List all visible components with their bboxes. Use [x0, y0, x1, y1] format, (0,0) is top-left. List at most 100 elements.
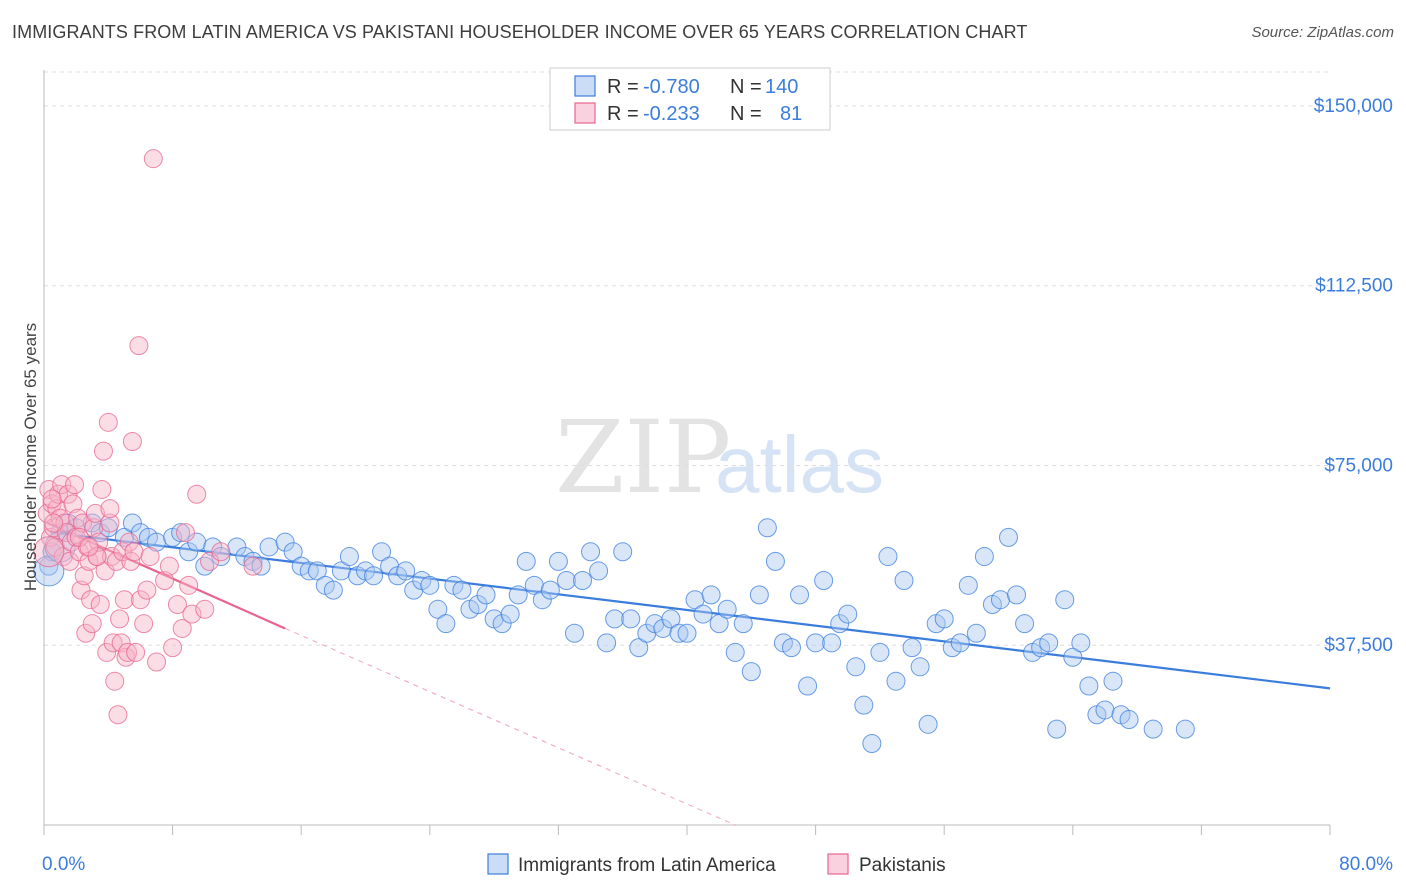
point-pakistani	[57, 523, 77, 543]
point-latin-america	[846, 657, 866, 677]
legend-r-value-1: -0.780	[643, 76, 700, 98]
point-pakistani	[82, 614, 102, 634]
point-latin-america	[532, 590, 552, 610]
point-latin-america	[822, 633, 842, 653]
point-pakistani	[87, 547, 107, 567]
point-latin-america	[1047, 719, 1067, 739]
point-latin-america-large	[33, 555, 65, 587]
legend-r-label-1: R =	[607, 76, 639, 98]
point-latin-america	[966, 623, 986, 643]
x-tick-label-min: 0.0%	[42, 854, 85, 875]
point-latin-america	[693, 604, 713, 624]
point-latin-america	[468, 594, 488, 614]
point-pakistani	[79, 537, 99, 557]
point-latin-america	[476, 585, 496, 605]
point-latin-america	[171, 523, 191, 543]
point-latin-america	[661, 609, 681, 629]
point-pakistani	[187, 484, 207, 504]
point-latin-america	[677, 623, 697, 643]
point-latin-america	[934, 609, 954, 629]
point-latin-america	[902, 638, 922, 658]
point-latin-america	[564, 623, 584, 643]
stats-legend: R = -0.780 N = 140 R = -0.233 N = 81	[549, 67, 831, 131]
point-latin-america	[1095, 700, 1115, 720]
point-pakistani	[172, 618, 192, 638]
point-pakistani	[44, 513, 64, 533]
chart-title: IMMIGRANTS FROM LATIN AMERICA VS PAKISTA…	[12, 22, 1028, 42]
bottom-legend-label-1: Immigrants from Latin America	[518, 855, 776, 876]
legend-n-value-1: 140	[765, 76, 798, 98]
point-pakistani	[167, 594, 187, 614]
point-latin-america	[870, 642, 890, 662]
point-pakistani	[143, 149, 163, 169]
point-latin-america	[669, 623, 689, 643]
point-pakistani	[130, 590, 150, 610]
bottom-legend-swatch-pink	[827, 853, 849, 875]
point-latin-america	[283, 542, 303, 562]
legend-r-value-2: -0.233	[643, 103, 700, 125]
point-latin-america	[548, 551, 568, 571]
point-latin-america	[259, 537, 279, 557]
point-pakistani	[97, 642, 117, 662]
point-latin-america	[452, 580, 472, 600]
point-latin-america	[307, 561, 327, 581]
bottom-legend-label-2: Pakistanis	[859, 855, 946, 876]
point-latin-america	[299, 561, 319, 581]
point-pakistani	[105, 671, 125, 691]
point-pakistani	[182, 604, 202, 624]
point-pakistani	[69, 527, 89, 547]
point-pakistani	[155, 571, 175, 591]
point-pakistani	[175, 523, 195, 543]
point-latin-america	[540, 580, 560, 600]
point-latin-america	[717, 599, 737, 619]
point-pakistani	[98, 412, 118, 432]
point-pakistani	[73, 513, 93, 533]
series-legend: Immigrants from Latin America Pakistanis	[487, 853, 946, 876]
point-latin-america	[765, 551, 785, 571]
point-pakistani	[76, 623, 96, 643]
trend-layer	[46, 521, 1331, 826]
point-latin-america	[251, 556, 271, 576]
point-latin-america	[830, 614, 850, 634]
legend-n-value-2: 81	[780, 103, 802, 125]
point-latin-america	[1015, 614, 1035, 634]
point-latin-america	[741, 662, 761, 682]
point-latin-america	[709, 614, 729, 634]
point-pakistani	[140, 547, 160, 567]
point-latin-america	[597, 633, 617, 653]
point-pakistani	[92, 479, 112, 499]
point-latin-america	[701, 585, 721, 605]
point-latin-america	[1071, 633, 1091, 653]
legend-r-label-2: R =	[607, 103, 639, 125]
legend-n-label-1: N =	[730, 76, 762, 98]
point-latin-america	[420, 575, 440, 595]
point-pakistani	[81, 590, 101, 610]
y-tick-label: $112,500	[1315, 276, 1393, 297]
point-pakistani	[211, 542, 231, 562]
point-latin-america	[1039, 633, 1059, 653]
point-latin-america	[573, 571, 593, 591]
point-latin-america	[500, 604, 520, 624]
point-latin-america	[1079, 676, 1099, 696]
point-latin-america	[581, 542, 601, 562]
point-pakistani	[126, 642, 146, 662]
point-pakistani	[85, 503, 105, 523]
point-latin-america	[990, 590, 1010, 610]
point-latin-america	[790, 585, 810, 605]
trendline-pakistani	[46, 521, 286, 630]
point-latin-america	[364, 566, 384, 586]
watermark: ZIP atlas	[555, 399, 884, 516]
point-pakistani	[195, 599, 215, 619]
point-latin-america	[613, 542, 633, 562]
point-latin-america	[854, 695, 874, 715]
point-latin-america	[396, 561, 416, 581]
point-latin-america	[556, 571, 576, 591]
point-pakistani	[124, 542, 144, 562]
point-latin-america	[894, 571, 914, 591]
point-latin-america	[621, 609, 641, 629]
watermark-atlas: atlas	[715, 420, 884, 509]
point-latin-america	[589, 561, 609, 581]
point-latin-america	[950, 633, 970, 653]
point-pakistani	[129, 336, 149, 356]
